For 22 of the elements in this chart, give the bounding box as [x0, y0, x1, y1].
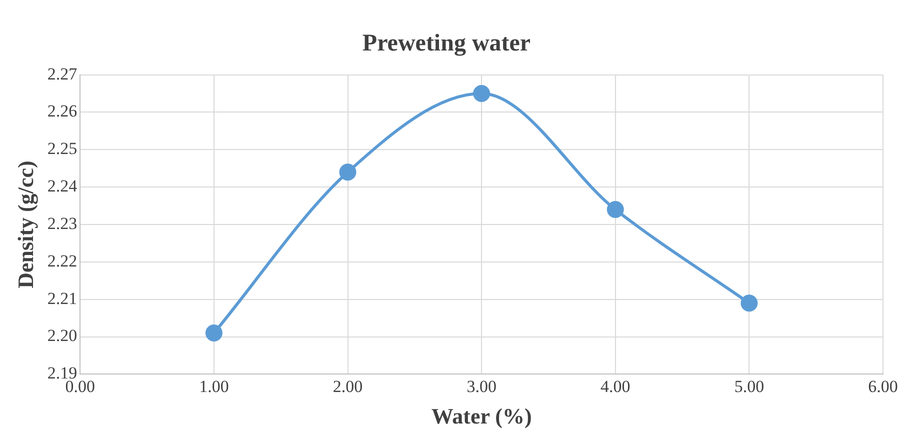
x-axis-title: Water (%) [431, 403, 532, 428]
x-tick-label: 5.00 [734, 376, 764, 396]
x-tick-label: 4.00 [600, 376, 630, 396]
y-axis-title: Density (g/cc) [12, 160, 38, 288]
chart-title: Preweting water [362, 30, 531, 57]
y-tick-label: 2.23 [47, 214, 78, 233]
y-tick-label: 2.27 [47, 64, 78, 84]
x-tick-label: 1.00 [199, 376, 229, 396]
y-tick-label: 2.22 [47, 251, 78, 270]
x-tick-label: 3.00 [466, 376, 496, 396]
point [740, 294, 758, 312]
x-tick-label: 2.00 [332, 376, 363, 396]
y-tick-label: 2.24 [47, 176, 78, 196]
x-tick-label: 6.00 [868, 376, 898, 396]
y-tick-label: 2.26 [47, 102, 78, 121]
point [205, 324, 222, 342]
y-tick-label: 2.20 [47, 326, 78, 346]
point [339, 164, 356, 181]
point [473, 85, 490, 102]
point [606, 201, 624, 218]
y-tick-label: 2.25 [47, 139, 78, 158]
y-tick-label: 2.21 [47, 288, 78, 308]
